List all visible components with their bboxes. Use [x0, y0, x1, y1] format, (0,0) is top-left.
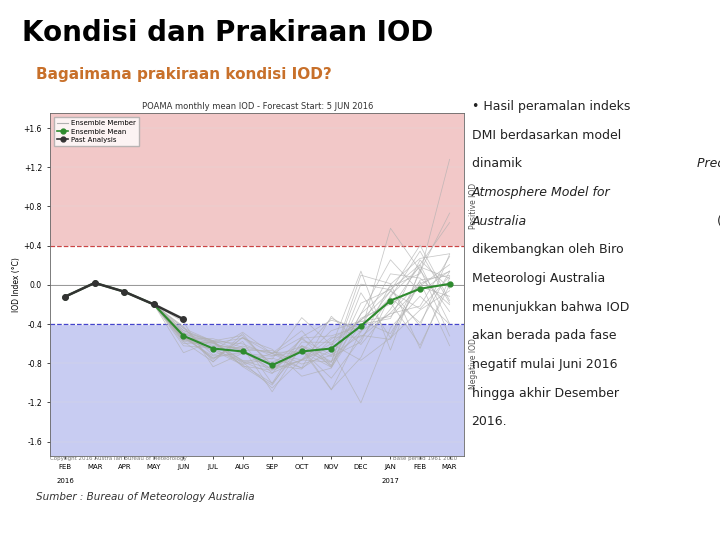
Text: Atmosphere Model for: Atmosphere Model for — [472, 186, 611, 199]
Text: Copyright 2016 Austra lan Bureau of Meteorology: Copyright 2016 Austra lan Bureau of Mete… — [50, 456, 187, 461]
Title: POAMA monthly mean IOD - Forecast Start: 5 JUN 2016: POAMA monthly mean IOD - Forecast Start:… — [142, 102, 373, 111]
Text: hingga akhir Desember: hingga akhir Desember — [472, 387, 618, 400]
Text: JAN: JAN — [384, 464, 397, 470]
Text: DEC: DEC — [354, 464, 368, 470]
Text: • Hasil peramalan indeks: • Hasil peramalan indeks — [472, 100, 630, 113]
Text: Kondisi dan Prakiraan IOD: Kondisi dan Prakiraan IOD — [22, 19, 433, 47]
Text: menunjukkan bahwa IOD: menunjukkan bahwa IOD — [472, 301, 629, 314]
Text: Meteorologi Australia: Meteorologi Australia — [472, 272, 605, 285]
Text: Bagaimana prakiraan kondisi IOD?: Bagaimana prakiraan kondisi IOD? — [36, 68, 332, 83]
Text: DMI berdasarkan model: DMI berdasarkan model — [472, 129, 621, 142]
Text: (POAMA) yang: (POAMA) yang — [713, 215, 720, 228]
Text: AUG: AUG — [235, 464, 251, 470]
Text: 2016: 2016 — [56, 478, 74, 484]
Text: Sumber : Bureau of Meteorology Australia: Sumber : Bureau of Meteorology Australia — [36, 491, 255, 502]
Bar — [50, 324, 464, 456]
Text: JUL: JUL — [207, 464, 219, 470]
Text: NOV: NOV — [324, 464, 339, 470]
Text: Predictive Ocean: Predictive Ocean — [698, 157, 720, 171]
Legend: Ensemble Member, Ensemble Mean, Past Analysis: Ensemble Member, Ensemble Mean, Past Ana… — [54, 117, 139, 146]
Text: akan berada pada fase: akan berada pada fase — [472, 329, 616, 342]
Text: MAY: MAY — [147, 464, 161, 470]
Text: FEB: FEB — [58, 464, 72, 470]
Text: 2016.: 2016. — [472, 415, 507, 428]
Text: 2017: 2017 — [382, 478, 400, 484]
Text: JUN: JUN — [177, 464, 189, 470]
Text: Australia: Australia — [472, 215, 527, 228]
Text: FEB: FEB — [413, 464, 427, 470]
Text: SEP: SEP — [266, 464, 279, 470]
Text: OCT: OCT — [294, 464, 309, 470]
Text: dinamik: dinamik — [472, 157, 526, 171]
Bar — [50, 113, 464, 246]
Text: MAR: MAR — [87, 464, 102, 470]
Text: dikembangkan oleh Biro: dikembangkan oleh Biro — [472, 244, 624, 256]
Text: Base period 1961 2010: Base period 1961 2010 — [393, 456, 457, 461]
Bar — [50, 246, 464, 324]
Text: MAR: MAR — [442, 464, 457, 470]
Text: Negative IOD: Negative IOD — [469, 338, 477, 389]
Text: negatif mulai Juni 2016: negatif mulai Juni 2016 — [472, 358, 617, 371]
Text: APR: APR — [117, 464, 131, 470]
Y-axis label: IOD Index (°C): IOD Index (°C) — [12, 258, 21, 312]
Text: Positive IOD: Positive IOD — [469, 183, 477, 229]
